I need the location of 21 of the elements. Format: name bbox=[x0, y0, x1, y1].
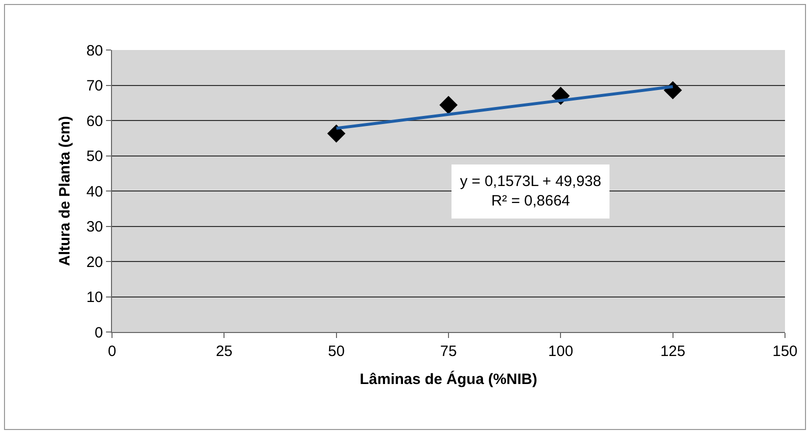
y-axis-title: Altura de Planta (cm) bbox=[56, 116, 74, 266]
y-tick-label: 20 bbox=[86, 254, 103, 271]
point bbox=[439, 96, 458, 114]
x-tick-label: 25 bbox=[216, 343, 233, 360]
y-tick-label: 50 bbox=[86, 148, 103, 165]
x-tick-label: 0 bbox=[108, 343, 116, 360]
y-tick-label: 60 bbox=[86, 112, 103, 130]
point bbox=[327, 124, 346, 143]
y-tick-label: 70 bbox=[86, 78, 103, 94]
x-axis-title: Lâminas de Água (%NIB) bbox=[360, 370, 538, 388]
y-tick-label: 80 bbox=[86, 42, 103, 60]
y-tick-label: 10 bbox=[86, 289, 103, 306]
x-tick-label: 75 bbox=[440, 343, 457, 360]
x-tick-label: 125 bbox=[660, 343, 686, 360]
y-tick-label: 40 bbox=[86, 183, 103, 200]
annotation: y = 0,1573L + 49,938 R² = 0,8664 bbox=[460, 173, 602, 210]
x-tick-label: 50 bbox=[328, 343, 345, 360]
y-tick-label: 0 bbox=[94, 324, 103, 342]
x-tick-label: 150 bbox=[772, 343, 798, 360]
x-tick-label: 100 bbox=[548, 343, 574, 360]
y-tick-label: 30 bbox=[86, 218, 103, 236]
